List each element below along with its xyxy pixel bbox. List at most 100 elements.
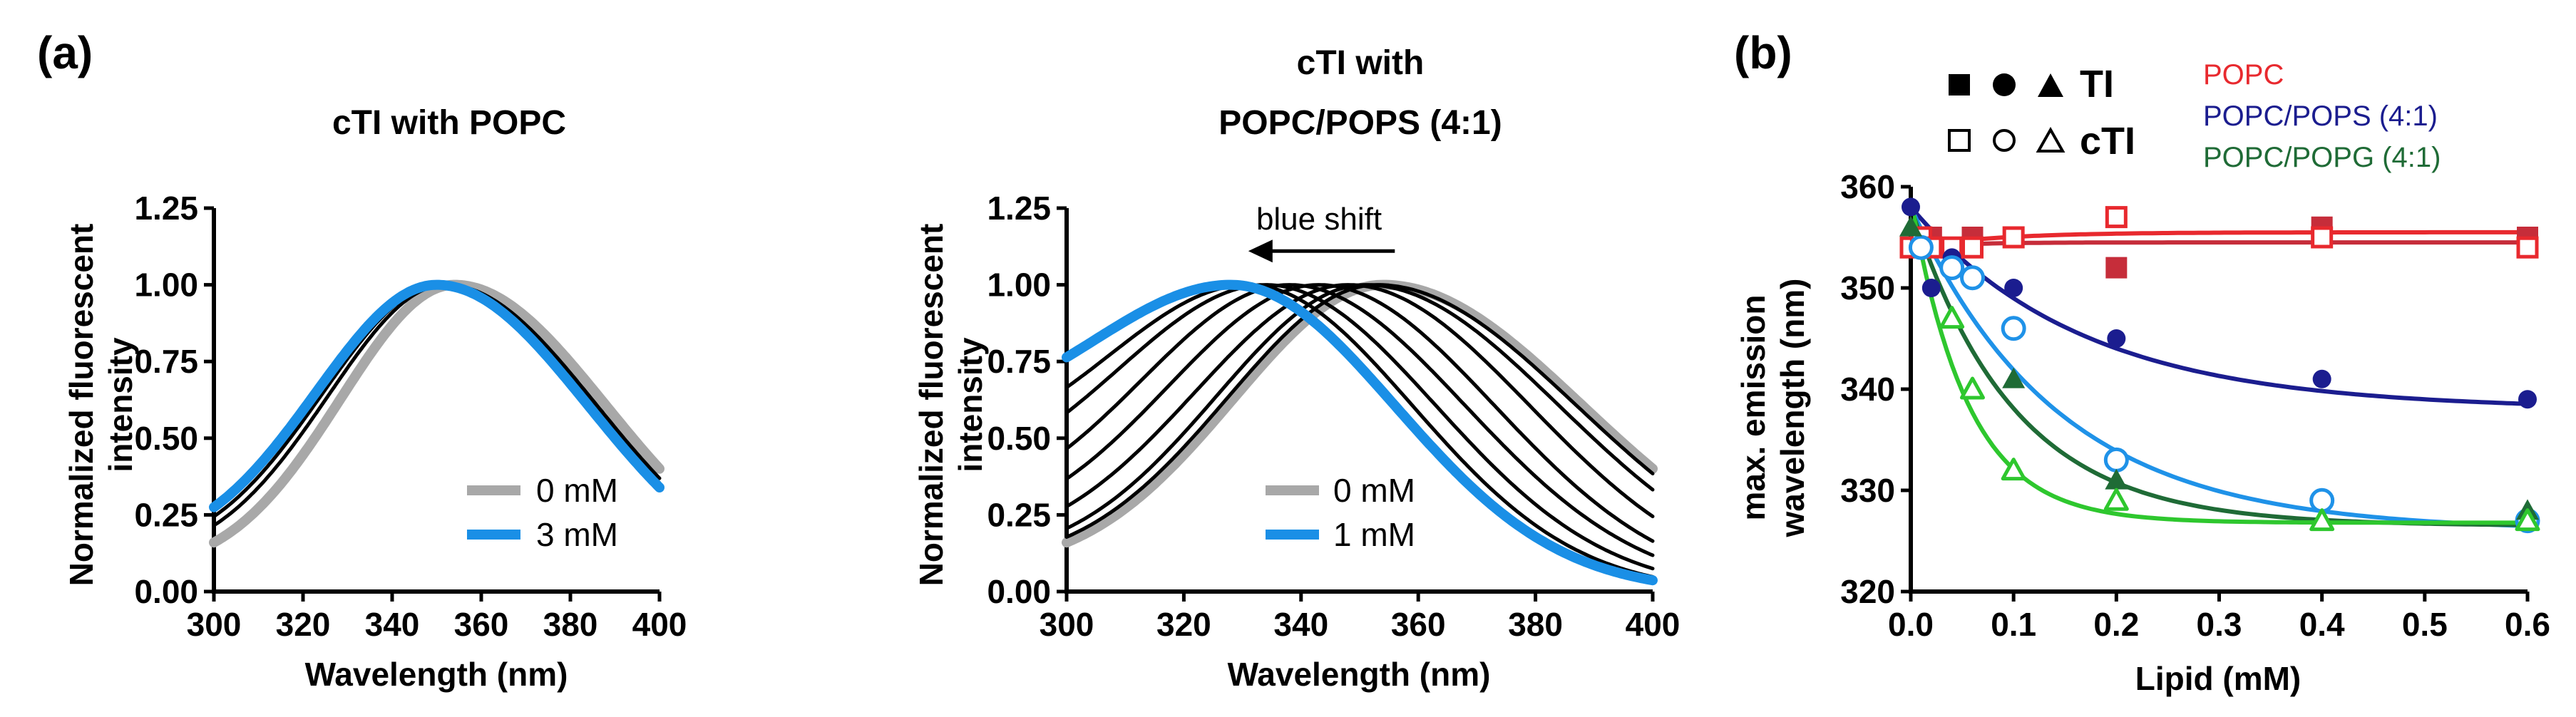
y-axis-label-line-2: intensity: [952, 337, 989, 473]
x-tick-label: 340: [1273, 606, 1328, 643]
x-tick-label: 360: [1391, 606, 1446, 643]
data-point-cti-popc: [2516, 236, 2539, 259]
chart-title: cTI with POPC: [332, 104, 566, 142]
data-point-cti-popc-pops: [2309, 488, 2335, 513]
y-axis-label-line-1: max. emission: [1735, 294, 1772, 520]
y-tick-label: 1.25: [987, 190, 1051, 227]
data-point-ti-popc-popg: [2002, 367, 2026, 388]
legend-popc-pops: POPC/POPS (4:1): [2203, 100, 2438, 132]
legend-open-circle: [1993, 129, 2016, 152]
series-group: [209, 279, 664, 548]
legend-label-cti: cTI: [2080, 120, 2135, 163]
series-line-intermediate: [1064, 283, 1655, 571]
legend-popc-popg: POPC/POPG (4:1): [2203, 142, 2441, 173]
axes: 0.0 0.1 0.2 0.3 0.4 0.5 0.6 320 330 340 350 360: [1840, 168, 2550, 643]
chart-cti-popc: cTI with POPC Normalized fluorescent int…: [63, 104, 687, 693]
y-tick-label: 0.75: [987, 343, 1051, 380]
x-tick-label: 0.1: [1991, 606, 2036, 643]
x-tick-label: 0.4: [2299, 606, 2345, 643]
panel-label-a: (a): [37, 27, 93, 78]
y-axis-label-line-1: Normalized fluorescent: [913, 224, 950, 587]
data-point-cti-popc-pops: [1960, 265, 1985, 291]
y-tick-label: 360: [1840, 168, 1895, 205]
x-tick-label: 320: [276, 606, 331, 643]
x-tick-label: 0.2: [2093, 606, 2139, 643]
y-tick-label: 0.25: [987, 496, 1051, 533]
data-points: [1899, 197, 2540, 534]
data-point-ti-popc-popg: [2105, 468, 2128, 490]
legend-label-1mm: 1 mM: [1333, 516, 1415, 553]
y-tick-label: 0.00: [134, 573, 198, 610]
legend-label-0mm: 0 mM: [536, 472, 618, 509]
series-line-intermediate: [1064, 283, 1655, 519]
x-tick-label: 400: [1626, 606, 1680, 643]
legend-filled-circle: [1993, 73, 2016, 96]
y-tick-label: 340: [1840, 371, 1895, 408]
x-axis-label: Wavelength (nm): [305, 656, 568, 693]
legend-open-square: [1948, 129, 1971, 152]
legend-label-3mm: 3 mM: [536, 516, 618, 553]
x-tick-label: 300: [187, 606, 242, 643]
data-point-ti-popc-pops: [2518, 390, 2537, 409]
x-tick-label: 320: [1156, 606, 1211, 643]
data-point-ti-popc-pops: [1902, 197, 1920, 217]
legend-popc: POPC: [2203, 59, 2284, 91]
legend-filled-triangle: [2038, 73, 2063, 97]
y-tick-label: 350: [1840, 269, 1895, 306]
y-axis-label-line-2: intensity: [102, 337, 139, 473]
data-point-cti-popc: [1961, 236, 1984, 259]
x-tick-label: 0.6: [2505, 606, 2550, 643]
data-point-cti-popc-popg: [1960, 376, 1985, 400]
y-tick-label: 330: [1840, 472, 1895, 509]
x-tick-label: 0.0: [1888, 606, 1934, 643]
data-point-cti-popc-popg: [2515, 508, 2540, 532]
blue-shift-label: blue shift: [1256, 202, 1382, 237]
y-tick-label: 0.75: [134, 343, 198, 380]
y-tick-label: 320: [1840, 573, 1895, 610]
axes: 300 320 340 360 380 400 0.00 0.25 0.50 0.75 1.00 1.…: [987, 190, 1680, 643]
series-line-3-mm: [209, 279, 664, 512]
series-line-intermediate: [1064, 283, 1655, 579]
chart-cti-popc-pops: cTI with POPC/POPS (4:1) Normalized fluo…: [913, 44, 1680, 693]
legend-label-0mm: 0 mM: [1333, 472, 1415, 509]
chart-title-line-2: POPC/POPS (4:1): [1218, 104, 1502, 142]
x-tick-label: 0.5: [2402, 606, 2448, 643]
data-point-ti-popc-pops: [2312, 369, 2331, 388]
y-tick-label: 1.25: [134, 190, 198, 227]
series-group: [1062, 279, 1658, 586]
y-tick-label: 0.25: [134, 496, 198, 533]
data-point-cti-popc-popg: [2309, 508, 2335, 532]
data-point-ti-popc: [2105, 257, 2128, 279]
blue-shift-annotation: blue shift: [1248, 202, 1395, 263]
y-tick-label: 0.50: [134, 420, 198, 457]
legend: 0 mM 3 mM: [467, 472, 618, 553]
data-point-ti-popc-pops: [2107, 329, 2126, 348]
data-point-cti-popc-pops: [2103, 447, 2129, 473]
x-tick-label: 340: [365, 606, 420, 643]
axes: 300 320 340 360 380 400 0.00 0.25 0.50 0.75 1.00 1.…: [134, 190, 687, 643]
series-line-intermediate: [1064, 283, 1655, 543]
data-point-ti-popc-pops: [2004, 279, 2023, 297]
y-tick-label: 0.00: [987, 573, 1051, 610]
data-point-ti-popc-popg: [1899, 215, 1922, 237]
legend-filled-square: [1949, 74, 1970, 96]
series-line-1-mm: [1062, 279, 1658, 586]
data-point-cti-popc-popg: [2001, 458, 2026, 481]
x-tick-label: 300: [1040, 606, 1094, 643]
chart-max-emission: max. emission wavelength (nm) Lipid (mM)…: [1735, 59, 2550, 697]
data-point-cti-popc: [2002, 226, 2025, 249]
shape-legend: TI cTI: [1948, 63, 2135, 163]
x-tick-label: 0.3: [2197, 606, 2242, 643]
data-point-cti-popc-pops: [1939, 255, 1965, 281]
data-point-cti-popc-pops: [2001, 316, 2026, 341]
lipid-legend: POPC POPC/POPS (4:1) POPC/POPG (4:1): [2203, 59, 2441, 173]
data-point-ti-popc-pops: [1921, 279, 1941, 297]
blue-shift-arrow-head: [1248, 239, 1273, 263]
chart-title-line-1: cTI with: [1297, 44, 1425, 82]
legend-open-triangle: [2036, 126, 2066, 153]
data-point-cti-popc-popg: [2103, 488, 2129, 511]
data-point-cti-popc-popg: [1939, 306, 1965, 329]
y-tick-label: 1.00: [134, 267, 198, 304]
y-axis-label-line-1: Normalized fluorescent: [63, 224, 100, 587]
legend-label-ti: TI: [2080, 63, 2114, 105]
